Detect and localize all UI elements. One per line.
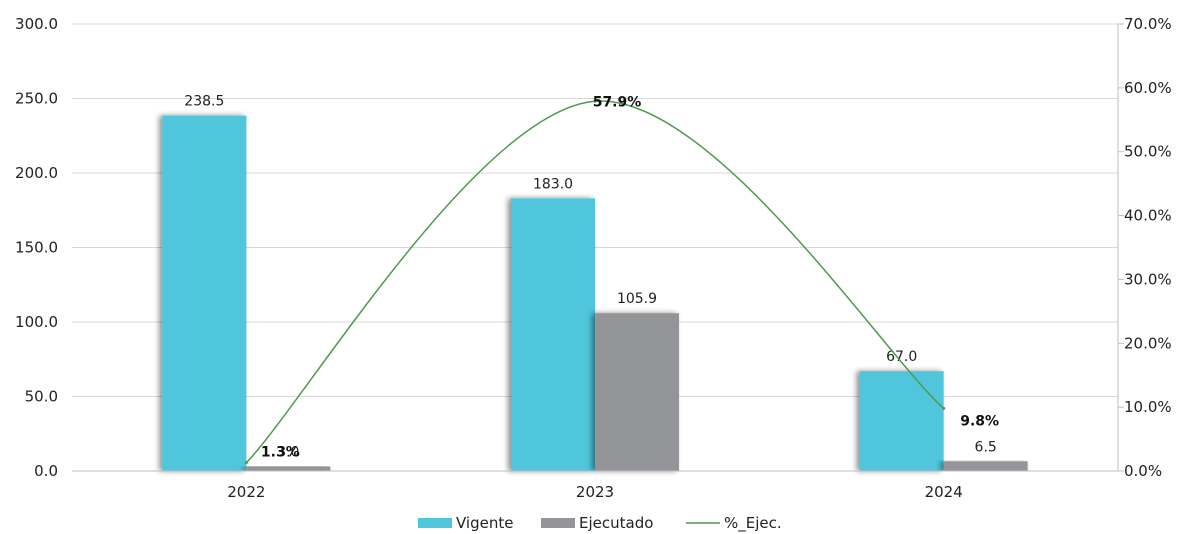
y-right-tick-label: 10.0% — [1124, 398, 1172, 416]
line-value-label: 9.8% — [960, 413, 999, 429]
y-right-tick-label: 30.0% — [1124, 270, 1172, 288]
legend-swatch — [541, 518, 575, 528]
line-value-label: 1.3% — [261, 445, 300, 461]
y-left-tick-label: 150.0 — [15, 239, 58, 257]
legend-label: Vigente — [456, 514, 513, 532]
line-point — [942, 406, 946, 410]
bar-vigente-2022 — [162, 115, 247, 471]
bar-value-label: 3.0 — [277, 445, 299, 461]
y-left-tick-label: 300.0 — [15, 15, 58, 33]
legend-label: %_Ejec. — [724, 514, 782, 533]
bar-vigente-2023 — [511, 198, 595, 471]
y-left-tick-label: 50.0 — [25, 388, 58, 406]
y-left-tick-label: 200.0 — [15, 164, 58, 182]
x-tick-label: 2023 — [576, 483, 614, 501]
y-left-tick-label: 250.0 — [15, 90, 58, 108]
bar-value-label: 6.5 — [975, 439, 997, 455]
bar-ejecutado-2024 — [943, 461, 1028, 471]
line-point — [244, 461, 248, 465]
x-tick-label: 2022 — [227, 483, 265, 501]
bar-ejecutado-2022 — [246, 466, 331, 471]
bar-vigente-2024 — [859, 371, 944, 471]
y-right-tick-label: 50.0% — [1124, 143, 1172, 161]
y-right-tick-label: 20.0% — [1124, 334, 1172, 352]
bar-ejecutado-2023 — [595, 313, 679, 471]
y-right-tick-label: 0.0% — [1124, 462, 1162, 480]
bar-value-label: 238.5 — [184, 94, 224, 110]
legend-swatch — [418, 518, 452, 528]
line-value-label: 57.9% — [593, 94, 642, 110]
y-left-tick-label: 100.0 — [15, 313, 58, 331]
y-left-tick-label: 0.0 — [34, 462, 58, 480]
x-tick-label: 2024 — [925, 483, 963, 501]
bar-value-label: 183.0 — [533, 176, 573, 192]
y-right-tick-label: 60.0% — [1124, 79, 1172, 97]
legend-label: Ejecutado — [579, 514, 653, 532]
line-point — [593, 99, 597, 103]
bar-value-label: 105.9 — [617, 291, 657, 307]
y-right-tick-label: 70.0% — [1124, 15, 1172, 33]
y-right-tick-label: 40.0% — [1124, 207, 1172, 225]
